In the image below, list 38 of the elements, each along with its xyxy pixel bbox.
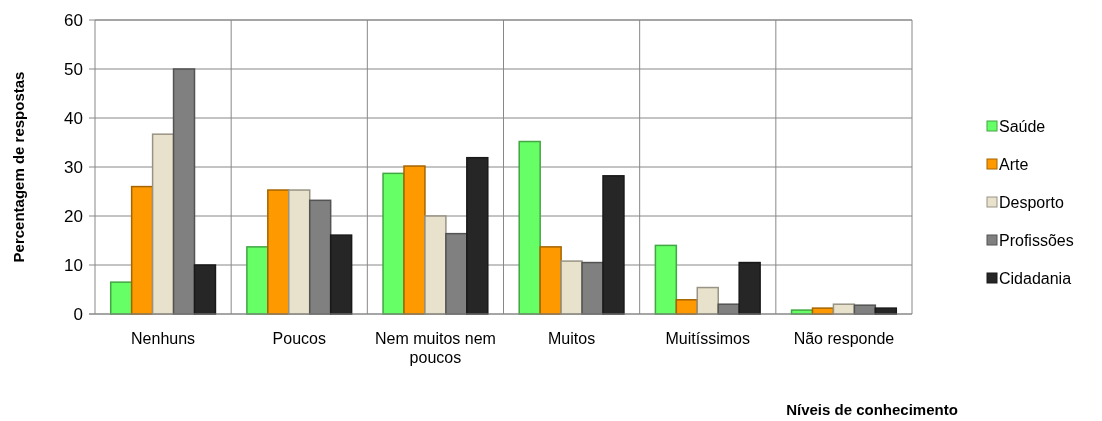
bar: [329, 234, 353, 315]
x-tick-label: Muitos: [548, 330, 596, 347]
bar: [654, 244, 678, 315]
legend-label: Profissões: [999, 231, 1074, 249]
bar: [518, 140, 541, 315]
bar: [288, 189, 311, 315]
y-tick-label: 10: [64, 255, 83, 275]
bar: [151, 133, 175, 315]
bar: [246, 246, 269, 315]
y-axis-title: Percentagem de respostas: [10, 71, 27, 263]
bar: [109, 281, 133, 315]
y-tick-label: 60: [64, 10, 83, 30]
legend-label: Cidadania: [999, 269, 1072, 287]
x-axis-title: Níveis de conhecimento: [786, 401, 958, 418]
x-tick-label: Não responde: [793, 330, 895, 347]
bar: [403, 165, 426, 315]
y-tick-label: 0: [73, 304, 83, 324]
bar: [193, 264, 217, 315]
bar: [539, 246, 562, 315]
y-tick-label: 20: [64, 206, 83, 226]
bar: [560, 260, 583, 315]
bar: [466, 156, 489, 315]
bar: [602, 175, 625, 315]
legend-label: Saúde: [999, 117, 1046, 135]
y-tick-label: 30: [64, 157, 83, 177]
bar: [130, 185, 154, 315]
legend-label: Desporto: [999, 193, 1065, 211]
x-tick-label: Nenhuns: [131, 330, 196, 347]
bar: [382, 172, 405, 315]
x-tick-label: Poucos: [272, 330, 326, 347]
y-tick-label: 50: [64, 59, 83, 79]
x-tick-label: Nem muitos nem poucos: [374, 330, 496, 367]
bar: [738, 261, 761, 315]
bar: [267, 189, 290, 315]
y-tick-label: 40: [64, 108, 83, 128]
x-tick-label: Muitíssimos: [665, 330, 750, 347]
legend-label: Arte: [999, 155, 1029, 173]
bar: [424, 215, 447, 315]
